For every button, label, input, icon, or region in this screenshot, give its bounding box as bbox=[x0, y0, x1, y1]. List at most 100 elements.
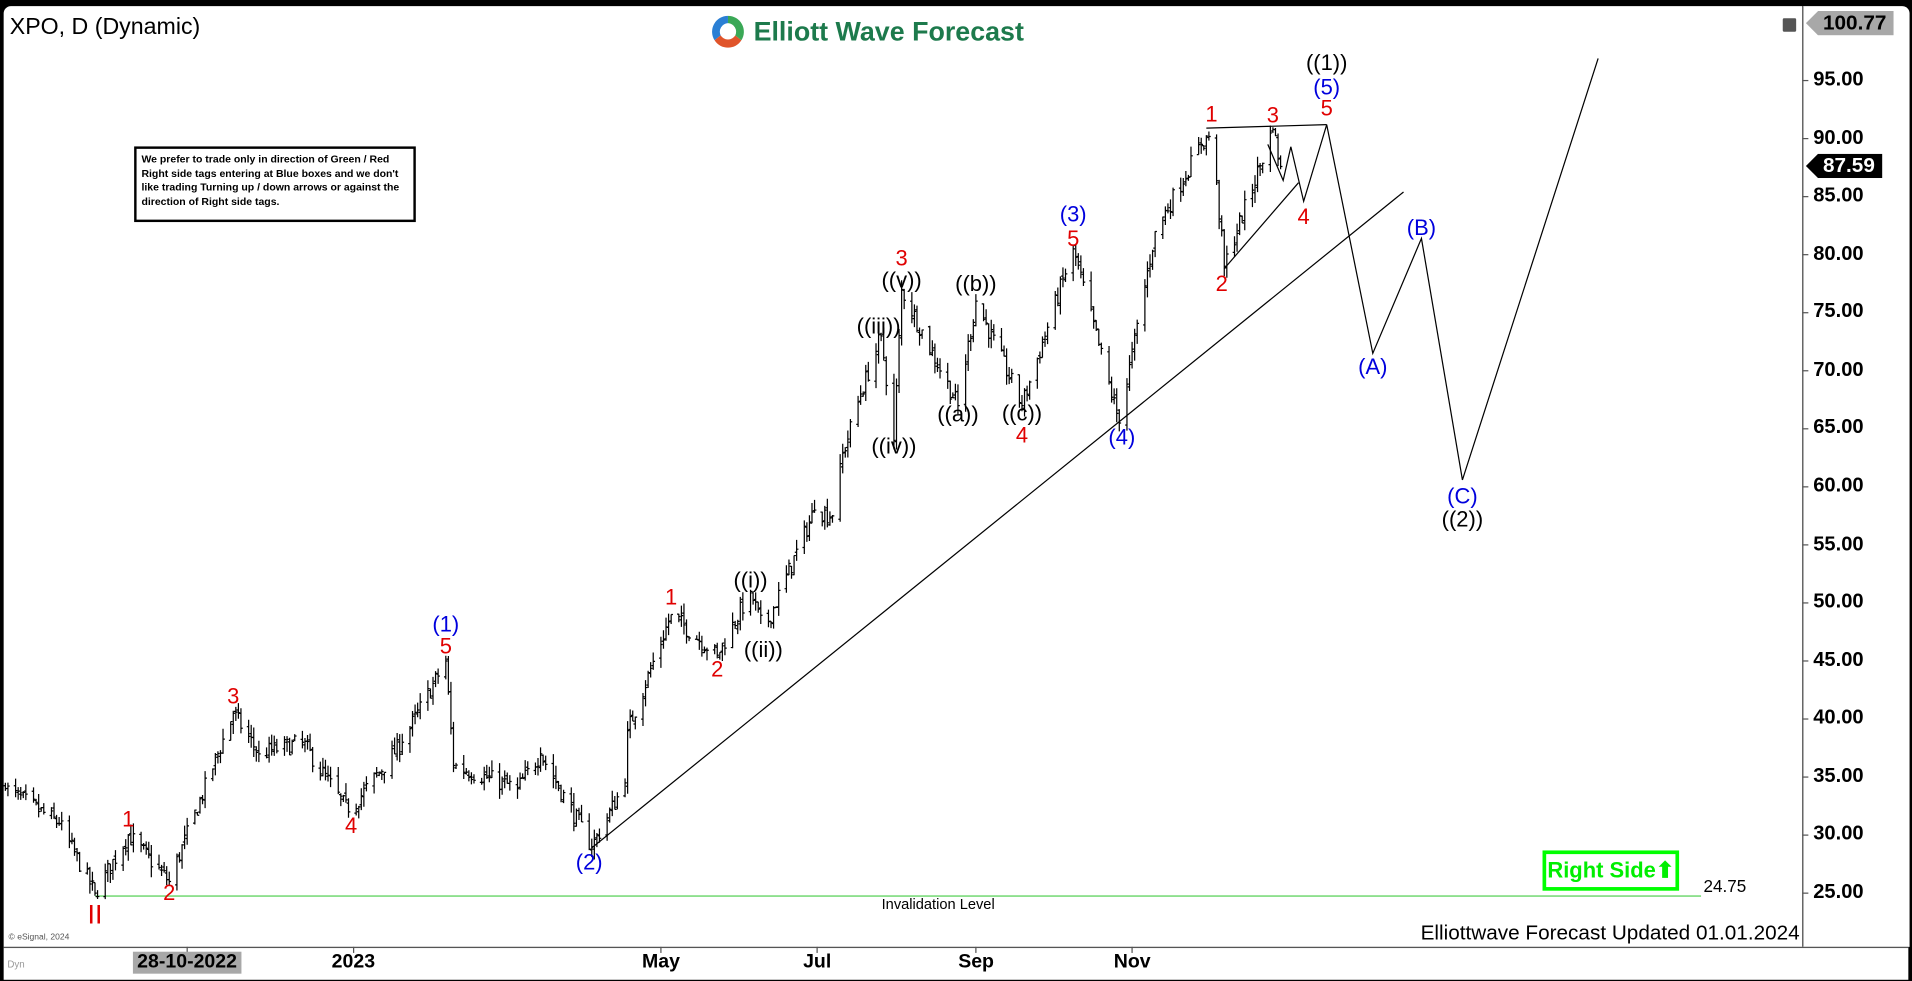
price-bar bbox=[236, 703, 241, 719]
price-bar bbox=[866, 361, 871, 382]
x-tick-label: Jul bbox=[803, 951, 832, 973]
price-bar bbox=[848, 419, 853, 448]
price-bar bbox=[935, 357, 940, 373]
price-bar bbox=[684, 619, 689, 644]
price-bar bbox=[874, 343, 878, 389]
price-bar bbox=[1091, 306, 1096, 329]
price-bar bbox=[945, 362, 950, 389]
price-bar bbox=[193, 809, 197, 825]
price-bar bbox=[807, 515, 812, 542]
price-bar bbox=[282, 736, 287, 756]
time-axis[interactable] bbox=[3, 946, 1909, 980]
price-bar bbox=[413, 704, 417, 725]
price-bar bbox=[31, 787, 36, 803]
price-bar bbox=[354, 803, 359, 816]
price-bar bbox=[144, 841, 149, 855]
price-bar bbox=[533, 762, 538, 775]
price-bar bbox=[490, 760, 494, 779]
price-bar bbox=[561, 789, 566, 804]
restore-window-icon[interactable] bbox=[1782, 18, 1797, 32]
price-bars bbox=[3, 125, 1283, 900]
price-bar bbox=[664, 617, 668, 641]
price-bar bbox=[185, 817, 190, 845]
price-bar bbox=[735, 619, 740, 635]
price-bar bbox=[1002, 345, 1006, 357]
price-bar bbox=[111, 858, 115, 880]
price-bar bbox=[705, 647, 709, 661]
price-bar bbox=[57, 816, 61, 826]
price-bar bbox=[951, 392, 955, 399]
price-bar bbox=[507, 775, 512, 791]
wave-label: 2 bbox=[163, 880, 176, 905]
price-bar bbox=[16, 787, 20, 800]
price-bar bbox=[418, 693, 423, 720]
price-bar bbox=[131, 823, 136, 853]
wave-label: 3 bbox=[227, 684, 240, 709]
price-bar bbox=[344, 783, 348, 803]
y-tick-label: 55.00 bbox=[1813, 532, 1864, 555]
price-bar bbox=[272, 735, 277, 756]
price-bar bbox=[129, 824, 133, 846]
price-bar bbox=[231, 710, 236, 735]
price-bar bbox=[1109, 376, 1114, 403]
price-bar bbox=[1073, 244, 1078, 267]
price-bar bbox=[648, 662, 653, 678]
price-bar bbox=[968, 334, 973, 352]
chart-title: XPO, D (Dynamic) bbox=[9, 14, 201, 41]
logo-swirl-icon bbox=[712, 15, 744, 48]
price-bar bbox=[410, 711, 415, 737]
price-bar bbox=[484, 764, 489, 779]
price-bar bbox=[303, 737, 307, 753]
price-bar bbox=[467, 770, 471, 782]
price-bar bbox=[1135, 319, 1140, 344]
price-bar bbox=[157, 854, 161, 870]
y-tick-label: 40.00 bbox=[1813, 706, 1864, 729]
price-bar bbox=[766, 609, 771, 628]
price-bar bbox=[1043, 331, 1047, 347]
price-bar bbox=[88, 866, 92, 894]
price-bar bbox=[203, 771, 207, 809]
price-bar bbox=[290, 739, 294, 755]
wave-label: 3 bbox=[1266, 102, 1280, 127]
price-bar bbox=[1240, 215, 1245, 224]
price-bar bbox=[300, 730, 305, 749]
price-bar bbox=[520, 773, 525, 780]
price-bar bbox=[830, 515, 835, 523]
price-bar bbox=[1273, 128, 1278, 137]
price-bar bbox=[840, 443, 845, 474]
price-bar bbox=[741, 592, 745, 621]
price-bar bbox=[966, 334, 971, 371]
y-tick-label: 70.00 bbox=[1813, 358, 1864, 381]
price-bar bbox=[1125, 378, 1129, 431]
price-bar bbox=[1130, 341, 1134, 369]
price-bar bbox=[1020, 395, 1024, 412]
price-bar bbox=[720, 642, 725, 662]
price-bar bbox=[715, 642, 720, 659]
price-bar bbox=[359, 788, 364, 811]
price-bar bbox=[70, 832, 74, 845]
wave-label: ((v)) bbox=[881, 267, 922, 292]
price-bar bbox=[436, 668, 440, 684]
wave-label: ((1)) bbox=[1305, 50, 1348, 75]
price-bar bbox=[1219, 215, 1224, 237]
price-bar bbox=[858, 385, 863, 405]
price-bar bbox=[1009, 368, 1014, 383]
wave-label: 2 bbox=[711, 657, 724, 682]
price-bar bbox=[1186, 174, 1191, 181]
y-tick-label: 50.00 bbox=[1813, 590, 1864, 613]
price-bar bbox=[884, 356, 889, 396]
price-bar bbox=[986, 323, 991, 348]
price-bar bbox=[1278, 155, 1283, 170]
price-bar bbox=[1214, 134, 1219, 185]
wave-label: (3) bbox=[1059, 202, 1087, 227]
price-bar bbox=[569, 787, 574, 813]
price-bar bbox=[18, 787, 23, 800]
price-bar bbox=[784, 565, 789, 593]
price-bar bbox=[377, 771, 382, 777]
price-bar bbox=[162, 861, 166, 873]
price-bar bbox=[1166, 203, 1170, 214]
wave-label: 3 bbox=[895, 245, 908, 270]
price-bar bbox=[274, 738, 279, 754]
price-bar bbox=[802, 520, 807, 555]
